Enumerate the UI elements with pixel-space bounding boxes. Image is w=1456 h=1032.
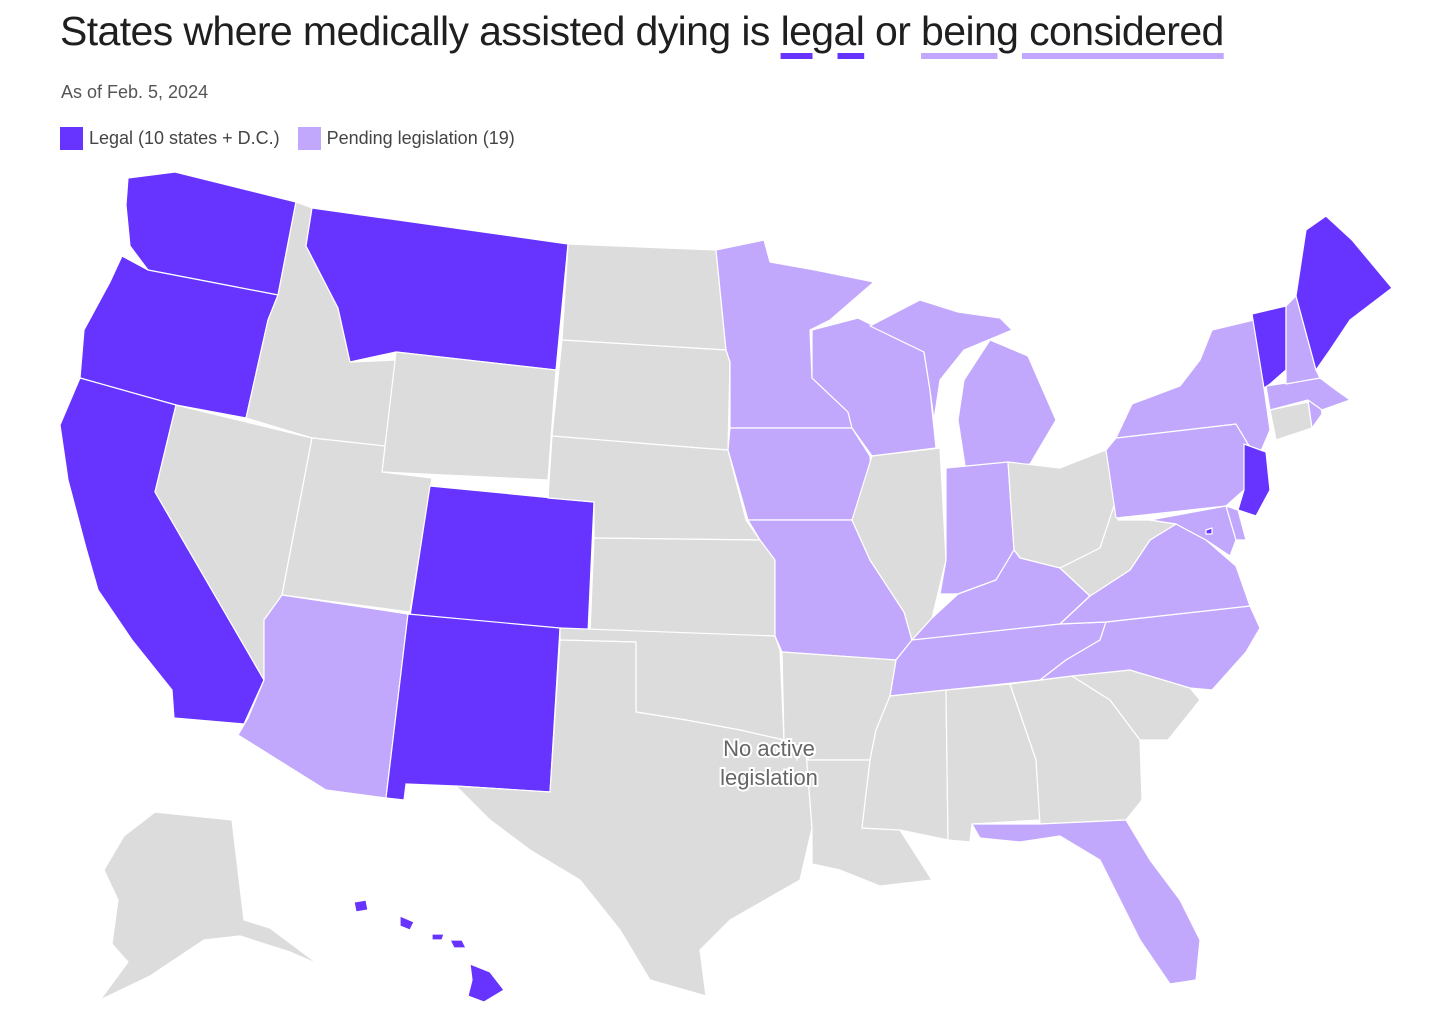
state-texas[interactable] [455,639,813,997]
legend-swatch-legal [60,127,83,150]
us-map: No active legislation [59,171,1393,1003]
title-connector: or [864,8,922,54]
state-maine[interactable] [1295,215,1393,371]
state-massachusetts[interactable] [1265,377,1351,411]
state-florida[interactable] [971,819,1201,985]
state-mississippi[interactable] [861,689,949,841]
state-montana[interactable] [305,207,569,371]
title-prefix: States where medically assisted dying is [60,8,781,54]
state-new-jersey[interactable] [1237,443,1271,517]
state-south-dakota[interactable] [551,339,731,451]
title-pending-word: being considered [921,8,1224,54]
chart-subtitle: As of Feb. 5, 2024 [61,82,209,102]
state-alaska[interactable] [99,811,319,1001]
legend-item-pending: Pending legislation (19) [297,127,515,150]
state-colorado[interactable] [409,485,595,633]
legend-item-legal: Legal (10 states + D.C.) [60,127,280,150]
state-new-hampshire[interactable] [1285,295,1321,385]
state-iowa[interactable] [727,427,873,521]
annotation-line-2: legislation [720,765,818,790]
state-hawaii[interactable] [353,899,505,1003]
state-kansas[interactable] [589,537,776,637]
state-minnesota[interactable] [715,239,875,429]
state-michigan[interactable] [869,299,1057,473]
chart-title: States where medically assisted dying is… [60,8,1224,55]
legend-swatch-pending [297,127,321,150]
state-new-mexico[interactable] [385,613,561,801]
district-of-columbia[interactable] [1205,527,1213,535]
title-legal-word: legal [780,8,865,54]
legend-label-pending: Pending legislation (19) [326,128,515,148]
state-vermont[interactable] [1251,305,1287,389]
legend-label-legal: Legal (10 states + D.C.) [89,128,280,148]
state-north-carolina[interactable] [1039,605,1261,691]
state-delaware[interactable] [1225,505,1247,541]
state-new-york[interactable] [1115,319,1271,459]
legend: Legal (10 states + D.C.) Pending legisla… [60,127,533,150]
annotation-line-1: No active [723,736,815,761]
state-pennsylvania[interactable] [1105,423,1249,519]
state-wyoming[interactable] [381,351,557,481]
state-north-dakota[interactable] [561,243,727,351]
state-arizona[interactable] [237,594,409,799]
